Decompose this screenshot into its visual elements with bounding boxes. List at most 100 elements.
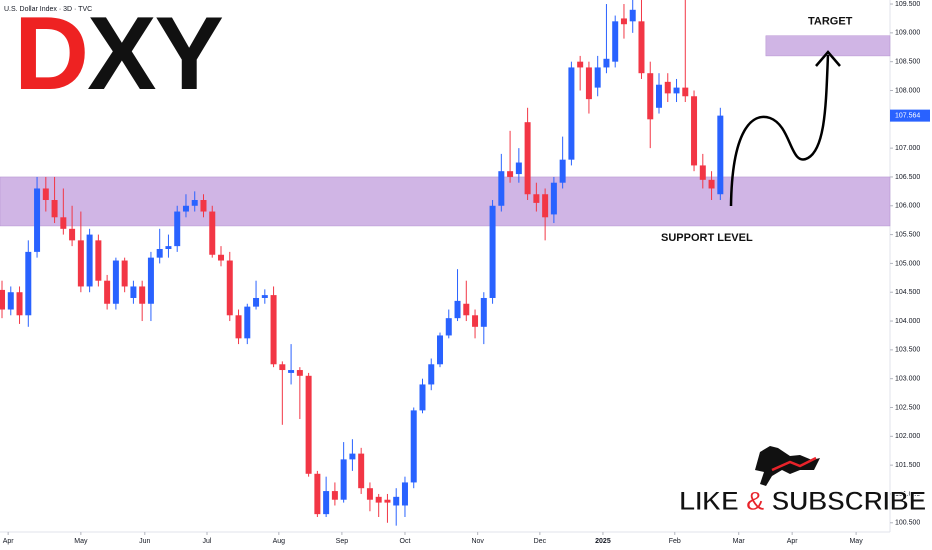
candle-body <box>401 482 408 506</box>
cta-word: LIKE <box>679 486 740 517</box>
bull-logo <box>755 446 820 486</box>
bull-logo-line <box>771 456 817 472</box>
candle-body <box>603 58 610 68</box>
candle-body <box>524 122 531 195</box>
y-tick-label: 105.000 <box>895 260 920 267</box>
y-tick-label: 109.500 <box>895 1 920 8</box>
candle-body <box>305 375 312 474</box>
candle-body <box>86 234 93 287</box>
candle-body <box>25 251 32 316</box>
candle-body <box>463 303 470 316</box>
zone <box>0 176 891 227</box>
candle-body <box>393 496 400 506</box>
y-tick-label: 104.500 <box>895 289 920 296</box>
candle-body <box>445 318 452 336</box>
candle-body <box>568 67 575 160</box>
candle-body <box>550 182 557 215</box>
candle-body <box>612 21 619 62</box>
cta-amp: & <box>745 486 766 517</box>
candle-body <box>279 364 286 371</box>
candle-body <box>366 488 373 500</box>
candle-body <box>384 499 391 503</box>
x-tick-label: Apr <box>3 538 15 545</box>
candle-body <box>507 171 514 177</box>
candle-body <box>533 194 540 203</box>
candle-body <box>629 9 636 22</box>
candle-body <box>323 491 330 515</box>
candle-body <box>428 364 435 385</box>
candle-body <box>218 254 225 261</box>
candle-body <box>682 87 689 97</box>
candle-body <box>542 194 549 218</box>
candle-body <box>437 335 444 365</box>
candle-body <box>620 18 627 25</box>
candle-body <box>235 315 242 339</box>
zone-label: SUPPORT LEVEL <box>661 232 753 244</box>
candle-body <box>638 21 645 74</box>
like-subscribe: LIKE & SUBSCRIBE <box>679 486 928 517</box>
candle-body <box>410 410 417 483</box>
candle-body <box>489 205 496 298</box>
candle-body <box>209 211 216 255</box>
candle-body <box>656 84 663 108</box>
x-tick-label: Nov <box>471 538 484 545</box>
candle-body <box>673 87 680 94</box>
y-tick-label: 103.000 <box>895 376 920 383</box>
candle-body <box>104 280 111 304</box>
x-tick-label: Oct <box>400 538 411 545</box>
candle-body <box>691 96 698 166</box>
candle-body <box>51 200 58 218</box>
y-tick-label: 109.000 <box>895 30 920 37</box>
x-tick-label: Jun <box>139 538 150 545</box>
y-tick-label: 105.500 <box>895 231 920 238</box>
candle-body <box>515 162 522 175</box>
candle-body <box>454 300 461 319</box>
candle-body <box>156 248 163 258</box>
candle-body <box>121 260 128 287</box>
x-tick-label: Sep <box>336 538 349 545</box>
y-tick-label: 108.500 <box>895 59 920 66</box>
y-tick-label: 103.500 <box>895 347 920 354</box>
candle-body <box>699 165 706 180</box>
candle-body <box>664 81 671 94</box>
x-tick-label: Dec <box>534 538 547 545</box>
chart-title: U.S. Dollar Index · 3D · TVC <box>4 6 92 13</box>
x-tick-label: Aug <box>273 538 286 545</box>
candle-body <box>0 289 6 310</box>
y-tick-label: 102.000 <box>895 433 920 440</box>
candle-body <box>77 240 84 287</box>
candle-body <box>314 473 321 515</box>
candle-body <box>585 67 592 100</box>
candle-body <box>647 73 654 120</box>
candle-body <box>498 171 505 206</box>
zone-label: TARGET <box>808 16 853 28</box>
x-tick-label: 2025 <box>595 538 611 545</box>
candle-body <box>60 217 67 229</box>
candle-body <box>472 315 479 327</box>
candle-body <box>253 297 260 307</box>
candle-body <box>375 496 382 503</box>
candle-body <box>7 292 14 310</box>
x-tick-label: Apr <box>787 538 799 545</box>
candle-body <box>226 260 233 316</box>
candle-body <box>95 240 102 281</box>
candle-body <box>270 295 277 365</box>
candle-body <box>112 260 119 304</box>
candle-body <box>147 257 154 304</box>
price-label: 107.564 <box>895 112 920 119</box>
candle-body <box>182 205 189 212</box>
x-tick-label: Mar <box>733 538 746 545</box>
candle-body <box>717 115 724 195</box>
x-tick-label: May <box>849 538 863 545</box>
candle-body <box>139 286 146 304</box>
candle-body <box>42 188 49 201</box>
x-tick-label: Jul <box>203 538 212 545</box>
plot <box>0 0 891 526</box>
candle-body <box>288 370 295 373</box>
x-tick-label: May <box>74 538 88 545</box>
candle-body <box>130 286 137 298</box>
candle-body <box>559 159 566 183</box>
price-badge <box>890 109 930 122</box>
